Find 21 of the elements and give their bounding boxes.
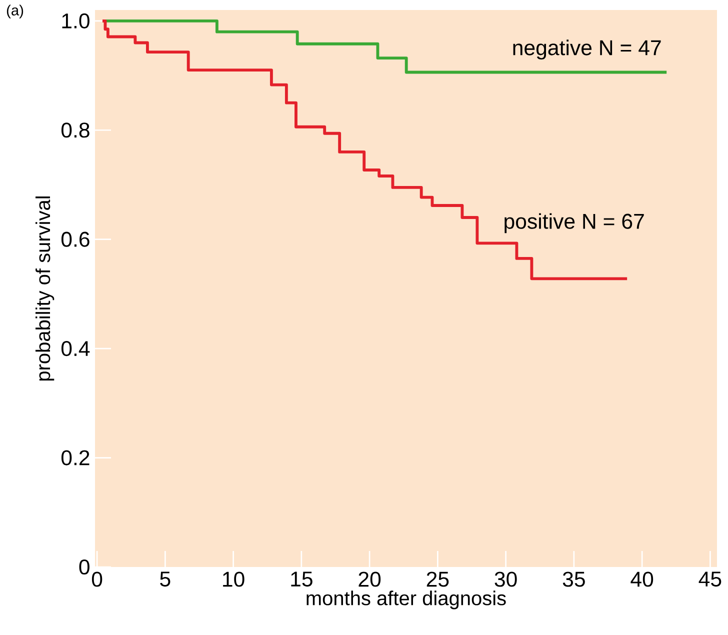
y-axis-title: probability of survival: [36, 196, 54, 381]
y-tick-label: 0.2: [61, 450, 90, 466]
x-tick-label: 35: [562, 572, 585, 587]
y-tick-label: 1.0: [62, 13, 90, 28]
y-tick-label: 0.4: [61, 341, 90, 356]
x-tick-label: 20: [358, 572, 381, 587]
x-tick-label: 25: [426, 572, 449, 587]
x-tick-label: 45: [698, 572, 722, 587]
x-tick-label: 10: [223, 572, 244, 587]
x-tick-label: 30: [494, 572, 517, 587]
y-tick-label: 0: [79, 559, 90, 575]
x-tick-label: 15: [291, 572, 312, 587]
y-tick-label: 0.6: [61, 232, 90, 247]
x-tick-label: 0: [92, 572, 102, 587]
series-label: positive N = 67: [504, 213, 644, 234]
y-tick-label: 0.8: [61, 122, 90, 138]
x-tick-label: 40: [630, 572, 654, 587]
x-tick-label: 5: [160, 572, 170, 587]
text: (a): [6, 4, 24, 18]
series-label: negative N = 47: [513, 40, 661, 60]
x-axis-title: months after diagnosis: [306, 590, 506, 610]
